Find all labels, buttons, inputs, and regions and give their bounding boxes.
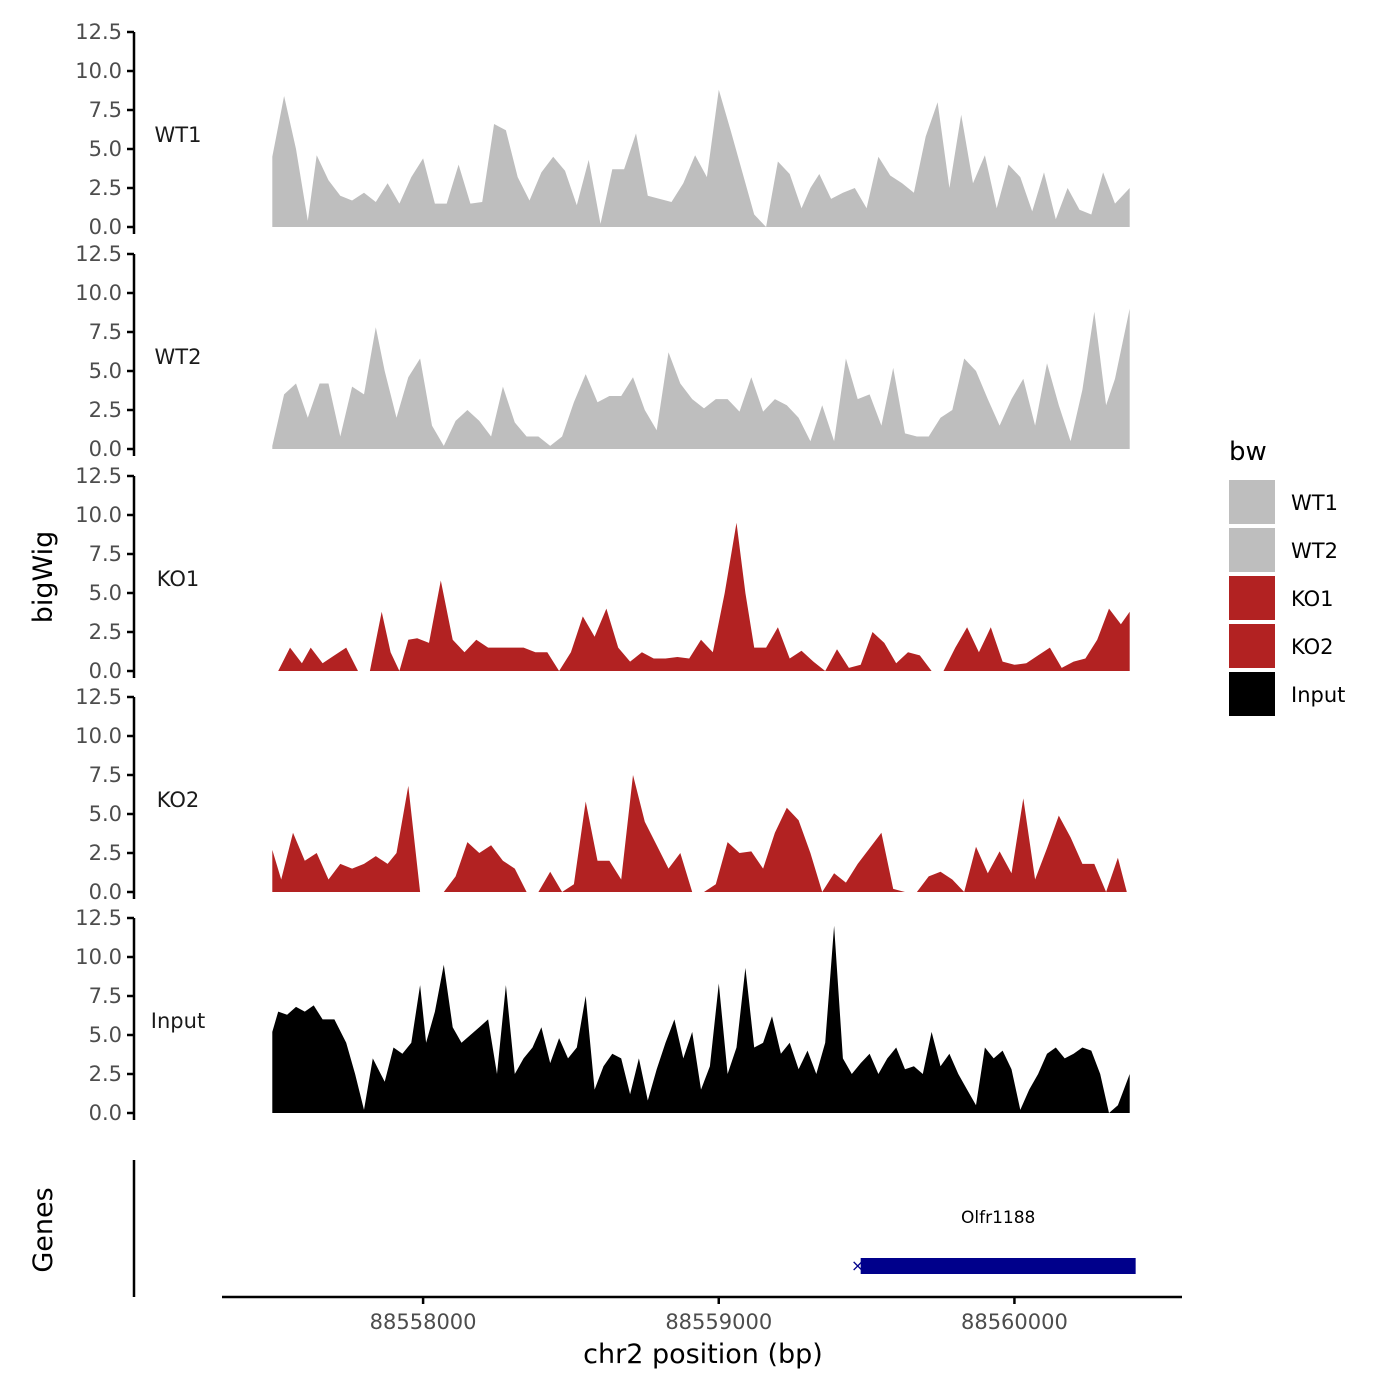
legend-swatch — [1229, 672, 1275, 716]
legend-item-ko1: KO1 — [1229, 576, 1334, 620]
x-tick-label: 88560000 — [961, 1310, 1068, 1334]
y-tick-label: 12.5 — [75, 464, 122, 488]
y-tick-label: 5.0 — [89, 137, 122, 161]
gene-body — [860, 1258, 1136, 1274]
y-tick-label: 0.0 — [89, 437, 122, 461]
legend-label: KO2 — [1291, 635, 1334, 659]
legend-title: bw — [1229, 437, 1267, 467]
y-tick-label: 5.0 — [89, 1023, 122, 1047]
area-ko1 — [278, 522, 1130, 671]
y-tick-label: 7.5 — [89, 98, 122, 122]
y-tick-label: 7.5 — [89, 984, 122, 1008]
x-axis-title: chr2 position (bp) — [583, 1339, 823, 1370]
tracks-group: 0.0 2.5 5.0 7.5 10.0 12.5 WT1 0.0 2.5 5.0 7.5 10.0 1… — [75, 20, 1130, 1125]
y-tick-label: 7.5 — [89, 542, 122, 566]
y-tick-label: 5.0 — [89, 802, 122, 826]
genes-panel-title: Genes — [28, 1187, 59, 1272]
area-wt1 — [272, 89, 1130, 227]
legend-item-wt1: WT1 — [1229, 480, 1338, 524]
area-wt2 — [272, 308, 1130, 449]
track-label: KO1 — [157, 567, 200, 591]
legend-label: KO1 — [1291, 587, 1334, 611]
y-tick-label: 12.5 — [75, 906, 122, 930]
area-input — [272, 925, 1130, 1113]
y-tick-label: 2.5 — [89, 841, 122, 865]
legend-swatch — [1229, 624, 1275, 668]
track-label: WT1 — [155, 123, 202, 147]
area-ko2 — [272, 775, 1127, 892]
track-label: KO2 — [157, 788, 200, 812]
y-tick-label: 10.0 — [75, 281, 122, 305]
y-tick-label: 10.0 — [75, 724, 122, 748]
track-wt2: 0.0 2.5 5.0 7.5 10.0 12.5 WT2 — [75, 242, 1130, 461]
gene-label: Olfr1188 — [961, 1208, 1035, 1228]
legend-swatch — [1229, 480, 1275, 524]
y-tick-label: 10.0 — [75, 59, 122, 83]
legend-label: Input — [1291, 683, 1345, 707]
track-ko2: 0.0 2.5 5.0 7.5 10.0 12.5 KO2 — [75, 685, 1127, 904]
genes-panel: × Olfr1188 — [132, 1160, 1136, 1297]
legend-item-wt2: WT2 — [1229, 528, 1338, 572]
y-tick-label: 5.0 — [89, 581, 122, 605]
y-tick-label: 2.5 — [89, 620, 122, 644]
y-axis-title: bigWig — [28, 531, 59, 624]
gene-strand-marker: × — [851, 1256, 864, 1275]
legend-label: WT2 — [1291, 539, 1338, 563]
track-label: Input — [151, 1009, 205, 1033]
y-tick-label: 2.5 — [89, 1062, 122, 1086]
track-input: 0.0 2.5 5.0 7.5 10.0 12.5 Input — [75, 906, 1130, 1125]
y-tick-label: 2.5 — [89, 398, 122, 422]
y-tick-label: 12.5 — [75, 20, 122, 44]
y-tick-label: 12.5 — [75, 242, 122, 266]
legend-item-input: Input — [1229, 672, 1345, 716]
y-tick-label: 0.0 — [89, 880, 122, 904]
y-tick-label: 7.5 — [89, 320, 122, 344]
x-tick-label: 88558000 — [370, 1310, 477, 1334]
y-tick-label: 7.5 — [89, 763, 122, 787]
track-label: WT2 — [155, 345, 202, 369]
legend-item-ko2: KO2 — [1229, 624, 1334, 668]
x-tick-label: 88559000 — [665, 1310, 772, 1334]
legend-swatch — [1229, 576, 1275, 620]
y-tick-label: 10.0 — [75, 503, 122, 527]
y-tick-label: 10.0 — [75, 945, 122, 969]
track-wt1: 0.0 2.5 5.0 7.5 10.0 12.5 WT1 — [75, 20, 1130, 239]
y-tick-label: 0.0 — [89, 215, 122, 239]
y-tick-label: 2.5 — [89, 176, 122, 200]
track-ko1: 0.0 2.5 5.0 7.5 10.0 12.5 KO1 — [75, 464, 1130, 683]
legend-label: WT1 — [1291, 491, 1338, 515]
y-tick-label: 5.0 — [89, 359, 122, 383]
legend-swatch — [1229, 528, 1275, 572]
y-tick-label: 0.0 — [89, 659, 122, 683]
y-tick-label: 12.5 — [75, 685, 122, 709]
x-axis: 88558000 88559000 88560000 — [222, 1295, 1182, 1334]
y-tick-label: 0.0 — [89, 1101, 122, 1125]
legend: bw WT1 WT2 KO1 KO2 Input — [1229, 437, 1345, 716]
